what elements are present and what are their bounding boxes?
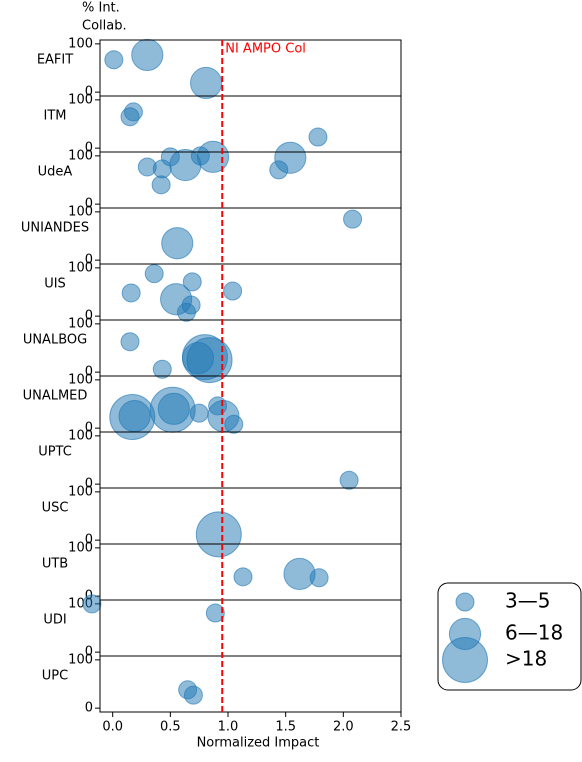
panel-label: USC (42, 501, 69, 516)
y-tick-label: 100 (68, 92, 93, 107)
panel-frame (99, 487, 402, 545)
y-tick-label: 0 (85, 309, 93, 324)
bubble (189, 403, 209, 423)
reference-label: NI AMPO Col (225, 42, 306, 57)
panel-frame (99, 599, 402, 657)
bubble (309, 568, 329, 588)
panel-label: EAFIT (37, 53, 73, 68)
panel-label: UNALMED (23, 389, 88, 404)
legend-label: 6—18 (505, 621, 563, 645)
panel-label: UNIANDES (21, 221, 89, 236)
y-tick-label: 0 (85, 85, 93, 100)
panel-label: UDI (43, 613, 66, 628)
y-tick-label: 100 (68, 652, 93, 667)
panel-frame (99, 95, 402, 153)
x-tick-label: 1.5 (275, 720, 296, 735)
x-axis-label: Normalized Impact (197, 736, 320, 751)
y-tick-label: 0 (85, 141, 93, 156)
bubble (190, 66, 223, 100)
panel-label: UIS (44, 277, 66, 292)
y-tick-label: 0 (85, 477, 93, 492)
y-tick-label: 100 (68, 428, 93, 443)
bubble (223, 281, 243, 301)
panel-frame (99, 655, 402, 713)
bubble (205, 603, 225, 623)
y-tick-label: 100 (68, 540, 93, 555)
y-tick-label: 100 (68, 204, 93, 219)
bubble (161, 227, 194, 260)
bubble (186, 337, 233, 384)
bubble (182, 272, 202, 292)
bubble (176, 302, 196, 322)
legend-label: >18 (505, 647, 547, 671)
bubble (120, 332, 140, 352)
y-tick-label: 100 (68, 372, 93, 387)
x-tick-label: 1.0 (218, 720, 239, 735)
legend-marker (442, 637, 488, 683)
bubble (151, 175, 171, 195)
y-tick-label: 100 (68, 36, 93, 51)
bubble (104, 50, 124, 70)
legend-marker (455, 592, 475, 612)
panel-label: UPC (42, 669, 68, 684)
bubble (121, 283, 141, 303)
bubble (233, 567, 253, 587)
y-tick-label: 0 (85, 421, 93, 436)
bubble (144, 264, 164, 284)
bubble (339, 470, 359, 490)
bubble (152, 159, 172, 179)
y-axis-label: % Int. (82, 1, 120, 16)
y-tick-label: 100 (68, 148, 93, 163)
y-tick-label: 0 (85, 645, 93, 660)
y-tick-label: 0 (85, 197, 93, 212)
bubble (152, 359, 172, 379)
panel-label: ITM (44, 109, 67, 124)
bubble (131, 38, 164, 72)
panel-label: UNALBOG (23, 333, 87, 348)
panel-label: UTB (42, 557, 68, 572)
y-tick-label: 100 (68, 316, 93, 331)
y-tick-label: 100 (68, 260, 93, 275)
panel-label: UdeA (38, 165, 73, 180)
y-tick-label: 0 (85, 533, 93, 548)
y-axis-label: Collab. (82, 19, 127, 34)
panel-frame (99, 319, 402, 377)
panel-label: UPTC (38, 445, 72, 460)
y-tick-label: 0 (85, 253, 93, 268)
bubble (183, 685, 203, 705)
legend-label: 3—5 (505, 589, 550, 613)
bubble (82, 594, 102, 614)
bubble (308, 127, 328, 147)
bubble (196, 140, 230, 173)
y-tick-label: 100 (68, 484, 93, 499)
x-tick-label: 2.0 (333, 720, 354, 735)
bubble (283, 557, 316, 591)
bubble (120, 107, 140, 127)
y-tick-label: 0 (85, 365, 93, 380)
bubble (224, 414, 244, 434)
x-tick-label: 0.0 (102, 720, 123, 735)
bubble (157, 392, 190, 425)
bubble (195, 511, 242, 558)
bubble (274, 141, 307, 174)
x-tick-label: 2.5 (391, 720, 412, 735)
bubble (343, 209, 363, 229)
bubble (118, 399, 151, 433)
x-tick-label: 0.5 (160, 720, 181, 735)
y-tick-label: 0 (85, 701, 93, 716)
